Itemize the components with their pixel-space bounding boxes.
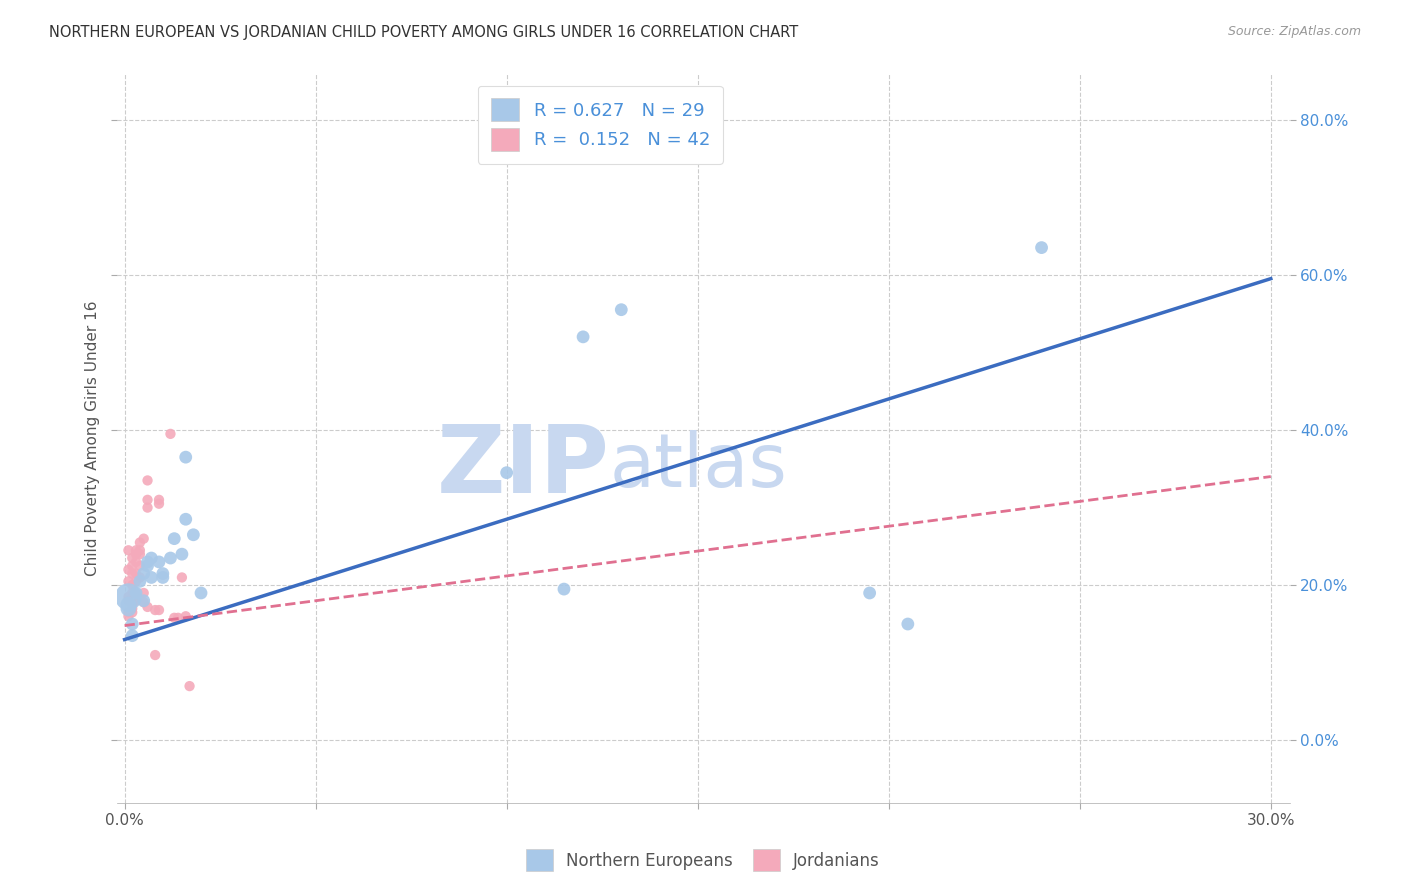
Point [132, 593, 155, 607]
Point [136, 492, 159, 507]
Y-axis label: Child Poverty Among Girls Under 16: Child Poverty Among Girls Under 16 [86, 300, 100, 575]
Point [495, 466, 517, 480]
Point [152, 570, 174, 584]
Point [121, 566, 143, 581]
Point [125, 588, 148, 602]
Point [132, 532, 155, 546]
Text: ZIP: ZIP [437, 421, 610, 513]
Point [136, 558, 159, 573]
Point [143, 603, 166, 617]
Point [136, 500, 159, 515]
Point [148, 555, 170, 569]
Point [136, 599, 159, 614]
Point [121, 595, 143, 609]
Point [117, 593, 139, 607]
Point [174, 609, 197, 624]
Point [572, 330, 595, 344]
Point [117, 563, 139, 577]
Point [163, 611, 186, 625]
Point [117, 590, 139, 604]
Point [125, 547, 148, 561]
Point [132, 595, 155, 609]
Point [128, 535, 150, 549]
Point [121, 617, 143, 632]
Point [152, 566, 174, 581]
Point [141, 551, 163, 566]
Point [128, 543, 150, 558]
Point [128, 574, 150, 589]
Point [136, 474, 159, 488]
Point [117, 609, 139, 624]
Point [125, 586, 148, 600]
Point [190, 586, 212, 600]
Point [183, 528, 205, 542]
Point [128, 547, 150, 561]
Point [125, 543, 148, 558]
Legend: R = 0.627   N = 29, R =  0.152   N = 42: R = 0.627 N = 29, R = 0.152 N = 42 [478, 86, 723, 163]
Point [897, 617, 920, 632]
Point [125, 566, 148, 581]
Point [170, 547, 193, 561]
Point [170, 570, 193, 584]
Point [121, 629, 143, 643]
Point [610, 302, 633, 317]
Point [121, 606, 143, 620]
Point [125, 593, 148, 607]
Point [174, 450, 197, 465]
Point [117, 574, 139, 589]
Point [859, 586, 882, 600]
Legend: Northern Europeans, Jordanians: Northern Europeans, Jordanians [517, 841, 889, 880]
Point [121, 578, 143, 592]
Point [121, 586, 143, 600]
Point [143, 648, 166, 662]
Point [179, 679, 201, 693]
Point [132, 566, 155, 581]
Point [121, 551, 143, 566]
Text: Source: ZipAtlas.com: Source: ZipAtlas.com [1227, 25, 1361, 38]
Point [159, 551, 181, 566]
Point [125, 555, 148, 569]
Point [553, 582, 575, 596]
Point [132, 586, 155, 600]
Point [117, 590, 139, 604]
Point [136, 555, 159, 569]
Point [117, 543, 139, 558]
Point [125, 574, 148, 589]
Point [148, 603, 170, 617]
Point [128, 570, 150, 584]
Point [174, 512, 197, 526]
Point [167, 611, 190, 625]
Point [117, 598, 139, 612]
Point [128, 558, 150, 573]
Point [121, 558, 143, 573]
Point [1031, 241, 1053, 255]
Point [121, 601, 143, 615]
Point [163, 532, 186, 546]
Point [148, 492, 170, 507]
Point [117, 606, 139, 620]
Text: atlas: atlas [610, 431, 787, 503]
Text: NORTHERN EUROPEAN VS JORDANIAN CHILD POVERTY AMONG GIRLS UNDER 16 CORRELATION CH: NORTHERN EUROPEAN VS JORDANIAN CHILD POV… [49, 25, 799, 40]
Point [117, 601, 139, 615]
Point [148, 497, 170, 511]
Point [141, 570, 163, 584]
Point [159, 426, 181, 441]
